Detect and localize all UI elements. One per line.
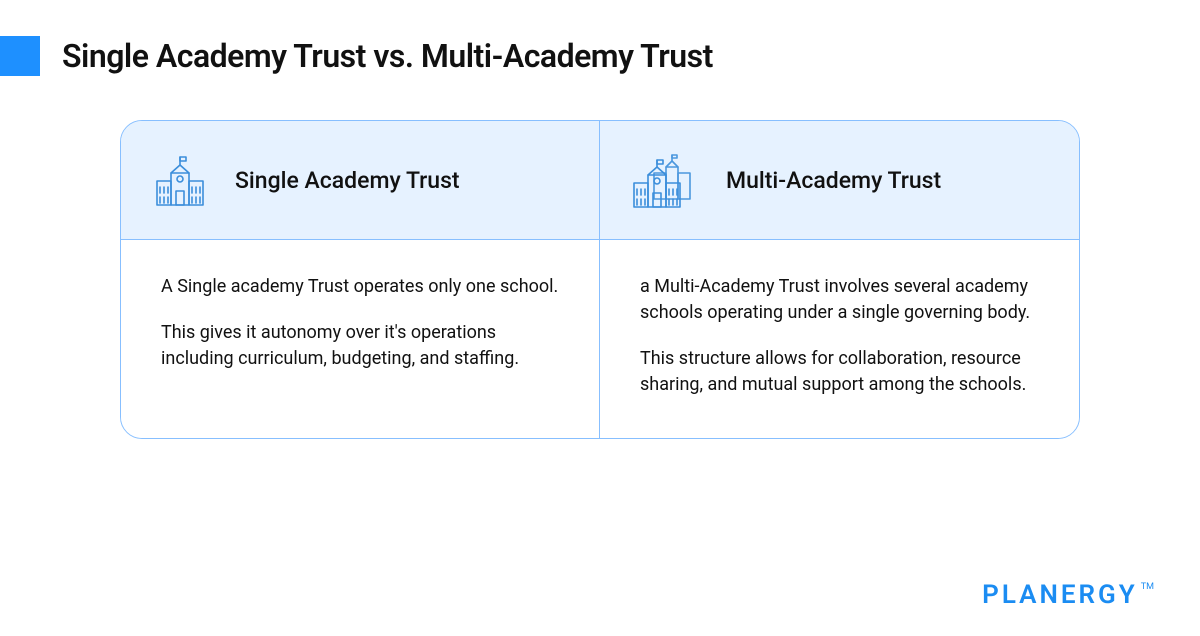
accent-bar [0,36,40,76]
comparison-card: Single Academy Trust [120,120,1080,439]
page-title: Single Academy Trust vs. Multi-Academy T… [62,37,713,75]
right-body: a Multi-Academy Trust involves several a… [600,240,1079,438]
left-body: A Single academy Trust operates only one… [121,240,600,438]
brand-trademark: TM [1141,582,1154,592]
right-paragraph-1: a Multi-Academy Trust involves several a… [640,274,1039,326]
left-title: Single Academy Trust [235,167,460,194]
right-paragraph-2: This structure allows for collaboration,… [640,346,1039,398]
brand-name: PLANERGY [982,580,1138,610]
left-paragraph-1: A Single academy Trust operates only one… [161,274,559,300]
right-title: Multi-Academy Trust [726,167,941,194]
left-header: Single Academy Trust [121,121,600,240]
page-header: Single Academy Trust vs. Multi-Academy T… [0,0,1200,76]
multi-school-icon [628,149,702,211]
right-header: Multi-Academy Trust [600,121,1079,240]
single-school-icon [149,151,211,209]
brand-logo: PLANERGY TM [982,580,1154,610]
left-paragraph-2: This gives it autonomy over it's operati… [161,320,559,372]
